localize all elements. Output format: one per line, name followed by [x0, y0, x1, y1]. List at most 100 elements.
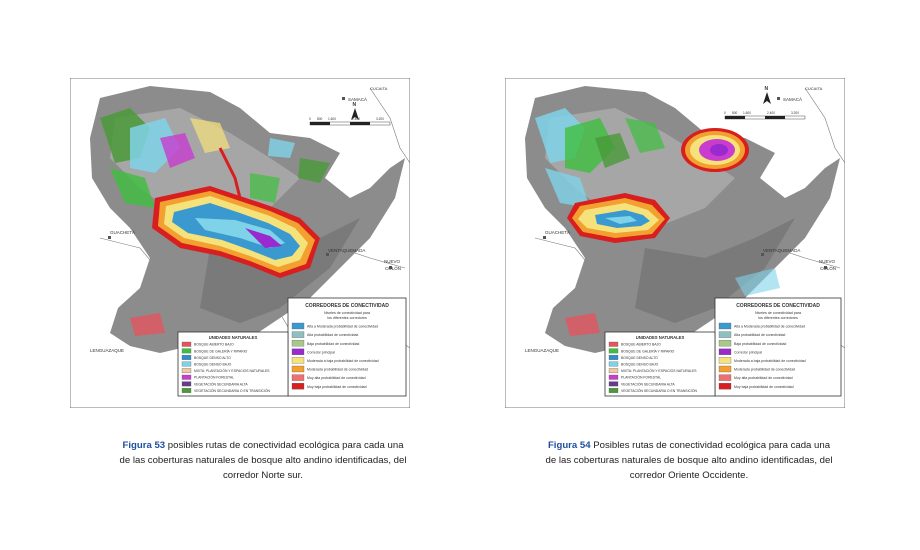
place-label-samaca: SAMACÁ [783, 96, 802, 102]
legend-swatch [718, 374, 732, 381]
svg-text:2.400: 2.400 [352, 117, 360, 121]
legend-swatch [181, 341, 192, 347]
connectivity-corridor-west [567, 193, 670, 243]
legend-label: BOSQUE ABIERTO BAJO [621, 343, 661, 347]
svg-text:los diferentes corredores: los diferentes corredores [327, 316, 367, 320]
legend-label: Moderada a baja probabilidad de conectiv… [307, 359, 379, 363]
legend-label: BOSQUE DE GALERÍA Y RIPARIO [194, 349, 248, 353]
legend-corredores-title: CORREDORES DE CONECTIVIDAD [736, 303, 820, 309]
legend-label: BOSQUE DENSO BAJO [621, 363, 659, 367]
legend-swatch [718, 348, 732, 355]
legend-unidades-items: BOSQUE ABIERTO BAJO BOSQUE DE GALERÍA Y R… [181, 341, 271, 393]
legend-label: BOSQUE DE GALERÍA Y RIPARIO [621, 349, 675, 353]
legend-swatch [608, 368, 619, 374]
legend-label: VEGETACIÓN SECUNDARIA O EN TRANSICIÓN [194, 388, 271, 393]
place-markers [543, 97, 827, 269]
legend-label: Moderada probabilidad de conectividad [734, 368, 795, 372]
legend-label: Alta a Moderada probabilidad de conectiv… [307, 325, 378, 329]
svg-text:2.400: 2.400 [767, 111, 775, 115]
legend-swatch [291, 357, 305, 364]
legend-label: MIXTA: PLANTACIÓN Y ESPACIOS NATURALES [194, 368, 270, 373]
legend-label: Muy alta probabilidad de conectividad [734, 376, 793, 380]
svg-text:800: 800 [732, 111, 738, 115]
legend-label: Baja probabilidad de conectividad [307, 342, 359, 346]
svg-text:Niveles de conectividad para: Niveles de conectividad para [324, 311, 370, 315]
figure-caption-54: Figura 54 Posibles rutas de conectividad… [544, 438, 834, 483]
place-label-colon: COLÓN [820, 265, 836, 271]
legend-label: Alta probabilidad de conectividad [734, 333, 785, 337]
legend-label: Moderada probabilidad de conectividad [307, 368, 368, 372]
legend-corredores: CORREDORES DE CONECTIVIDAD Niveles de co… [714, 297, 842, 397]
legend-label: Corredor principal [307, 350, 335, 354]
map-figure-53: SAMACÁ CUCAITA GUACHETÁ VENTAQUEMADA NUE… [70, 78, 410, 408]
figure-caption-53: Figura 53 posibles rutas de conectividad… [118, 438, 408, 483]
legend-label: PLANTACIÓN FORESTAL [194, 375, 234, 380]
legend-swatch [291, 331, 305, 338]
place-label-lenguazaque: LENGUAZAQUE [525, 348, 559, 353]
legend-label: MIXTA: PLANTACIÓN Y ESPACIOS NATURALES [621, 368, 697, 373]
figure-caption-text: Posibles rutas de conectividad ecológica… [545, 440, 833, 481]
place-label-ventaquemada: VENTAQUEMADA [328, 248, 365, 253]
svg-text:0: 0 [724, 111, 726, 115]
legend-swatch [291, 348, 305, 355]
legend-label: VEGETACIÓN SECUNDARIA O EN TRANSICIÓN [621, 388, 698, 393]
legend-swatch [608, 374, 619, 380]
legend-label: Alta a Moderada probabilidad de conectiv… [734, 325, 805, 329]
legend-label: Moderada a baja probabilidad de conectiv… [734, 359, 806, 363]
legend-swatch [718, 331, 732, 338]
legend-swatch [718, 383, 732, 390]
legend-swatch [718, 340, 732, 347]
legend-label: Baja probabilidad de conectividad [734, 342, 786, 346]
svg-text:N: N [765, 86, 769, 92]
legend-swatch [718, 322, 732, 330]
legend-label: VEGETACIÓN SECUNDARIA ALTA [194, 381, 248, 386]
north-arrow-icon: N [351, 102, 359, 120]
legend-label: BOSQUE DENSO BAJO [194, 363, 232, 367]
legend-unidades-title: UNIDADES NATURALES [209, 335, 258, 340]
scale-bar: 0 800 1.600 2.400 3.200 [724, 111, 806, 120]
legend-swatch [181, 374, 192, 380]
figure-label: Figura 53 [122, 440, 166, 451]
legend-label: BOSQUE DENSO ALTO [621, 356, 658, 360]
legend-label: Muy alta probabilidad de conectividad [307, 376, 366, 380]
legend-swatch [608, 388, 619, 393]
terrain-shadow [635, 218, 795, 323]
north-arrow-icon: N [763, 86, 771, 104]
place-label-cucaita: CUCAITA [370, 86, 388, 91]
legend-unidades-items: BOSQUE ABIERTO BAJO BOSQUE DE GALERÍA Y R… [608, 341, 698, 393]
place-label-colon: COLÓN [385, 265, 401, 271]
legend-label: Muy baja probabilidad de conectividad [734, 385, 794, 389]
figure-label: Figura 54 [547, 440, 591, 451]
place-label-cucaita: CUCAITA [805, 86, 823, 91]
legend-swatch [291, 322, 305, 330]
connectivity-corridor-east [681, 128, 749, 172]
legend-label: BOSQUE DENSO ALTO [194, 356, 231, 360]
legend-swatch [608, 361, 619, 367]
legend-swatch [181, 355, 192, 360]
natural-cover-patches [535, 108, 780, 336]
legend-swatch [181, 381, 192, 387]
legend-label: PLANTACIÓN FORESTAL [621, 375, 661, 380]
place-label-ventaquemada: VENTAQUEMADA [763, 248, 800, 253]
legend-swatch [718, 357, 732, 364]
legend-label: Corredor principal [734, 350, 762, 354]
svg-text:0: 0 [309, 117, 311, 121]
place-label-lenguazaque: LENGUAZAQUE [90, 348, 124, 353]
map-figure-54: SAMACÁ CUCAITA GUACHETÁ VENTAQUEMADA NUE… [505, 78, 845, 408]
legend-unidades: UNIDADES NATURALES BOSQUE ABIERTO BAJOBO… [177, 331, 289, 397]
svg-text:1.600: 1.600 [328, 117, 336, 121]
svg-text:N: N [353, 102, 357, 108]
svg-text:800: 800 [317, 117, 323, 121]
legend-swatch [718, 365, 732, 373]
svg-text:Niveles de conectividad para: Niveles de conectividad para [755, 311, 801, 315]
legend-corredores: CORREDORES DE CONECTIVIDAD Niveles de co… [287, 297, 407, 397]
legend-swatch [291, 374, 305, 381]
legend-swatch [181, 348, 192, 354]
legend-unidades: UNIDADES NATURALES BOSQUE ABIERTO BAJOBO… [604, 331, 716, 397]
place-label-nuevo: NUEVO [819, 259, 836, 264]
legend-unidades-title: UNIDADES NATURALES [636, 335, 685, 340]
scale-bar: 0 800 1.600 2.400 3.200 [309, 117, 391, 126]
svg-text:1.600: 1.600 [743, 111, 751, 115]
legend-swatch [608, 348, 619, 354]
legend-swatch [291, 383, 305, 390]
